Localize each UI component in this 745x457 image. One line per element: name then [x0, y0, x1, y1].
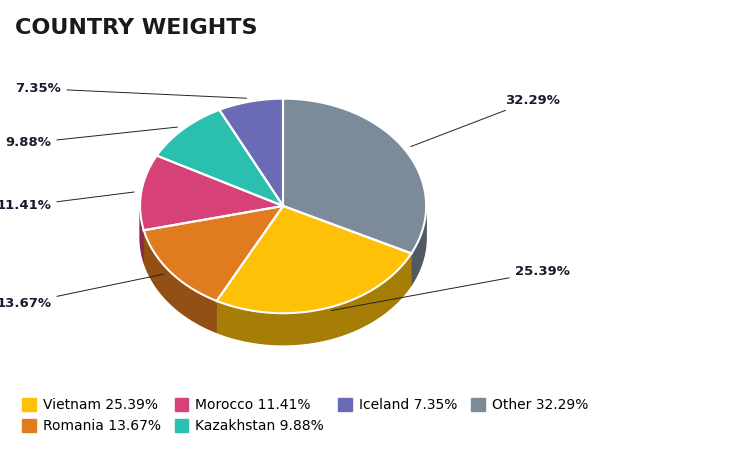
Polygon shape	[219, 99, 283, 206]
Legend: Vietnam 25.39%, Romania 13.67%, Morocco 11.41%, Kazakhstan 9.88%, Iceland 7.35%,: Vietnam 25.39%, Romania 13.67%, Morocco …	[22, 399, 589, 433]
Text: 7.35%: 7.35%	[16, 82, 247, 98]
Polygon shape	[217, 206, 283, 332]
Polygon shape	[144, 206, 283, 262]
Polygon shape	[140, 156, 283, 230]
Polygon shape	[283, 206, 411, 285]
Text: 11.41%: 11.41%	[0, 192, 134, 213]
Text: 25.39%: 25.39%	[332, 265, 570, 310]
Polygon shape	[140, 207, 144, 262]
Polygon shape	[144, 230, 217, 332]
Text: COUNTRY WEIGHTS: COUNTRY WEIGHTS	[15, 18, 258, 38]
Text: 32.29%: 32.29%	[410, 94, 559, 147]
Polygon shape	[217, 253, 411, 345]
Polygon shape	[411, 206, 426, 285]
Polygon shape	[140, 207, 144, 262]
Polygon shape	[144, 206, 283, 262]
Polygon shape	[156, 110, 283, 206]
Polygon shape	[144, 206, 283, 301]
Polygon shape	[283, 206, 411, 285]
Polygon shape	[217, 206, 283, 332]
Polygon shape	[217, 206, 411, 313]
Polygon shape	[217, 253, 411, 345]
Polygon shape	[411, 207, 426, 285]
Text: 13.67%: 13.67%	[0, 274, 164, 310]
Polygon shape	[144, 230, 217, 332]
Text: 9.88%: 9.88%	[5, 127, 177, 149]
Polygon shape	[283, 99, 426, 253]
